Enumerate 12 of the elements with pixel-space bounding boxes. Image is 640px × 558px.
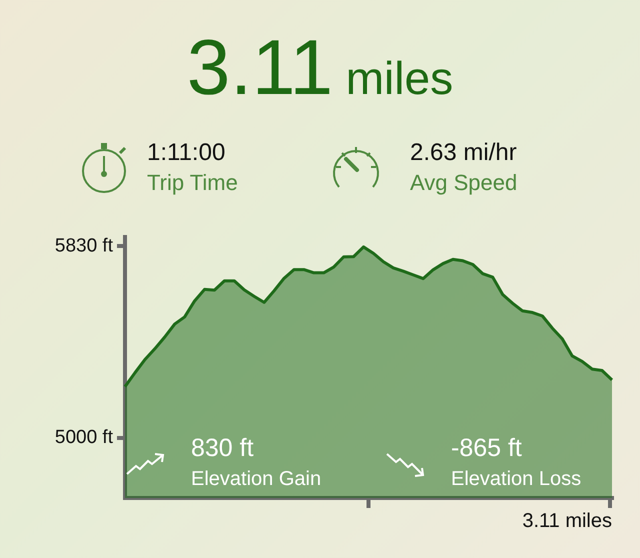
chart-title: 3.11 miles: [186, 23, 454, 111]
y-tick-label: 5830 ft: [54, 235, 114, 256]
text: Trip Time: [147, 170, 238, 196]
annotation: Elevation Loss: [451, 468, 582, 490]
annotation: 830 ft: [191, 434, 254, 462]
text: 3.11 miles: [522, 510, 612, 532]
annotation: -865 ft: [451, 434, 522, 462]
annotation: Elevation Gain: [191, 468, 322, 490]
y-tick-label: 5000 ft: [54, 427, 114, 448]
text: Avg Speed: [410, 170, 518, 196]
text: 2.63 mi/hr: [410, 139, 517, 166]
text: 1:11:00: [147, 139, 226, 166]
